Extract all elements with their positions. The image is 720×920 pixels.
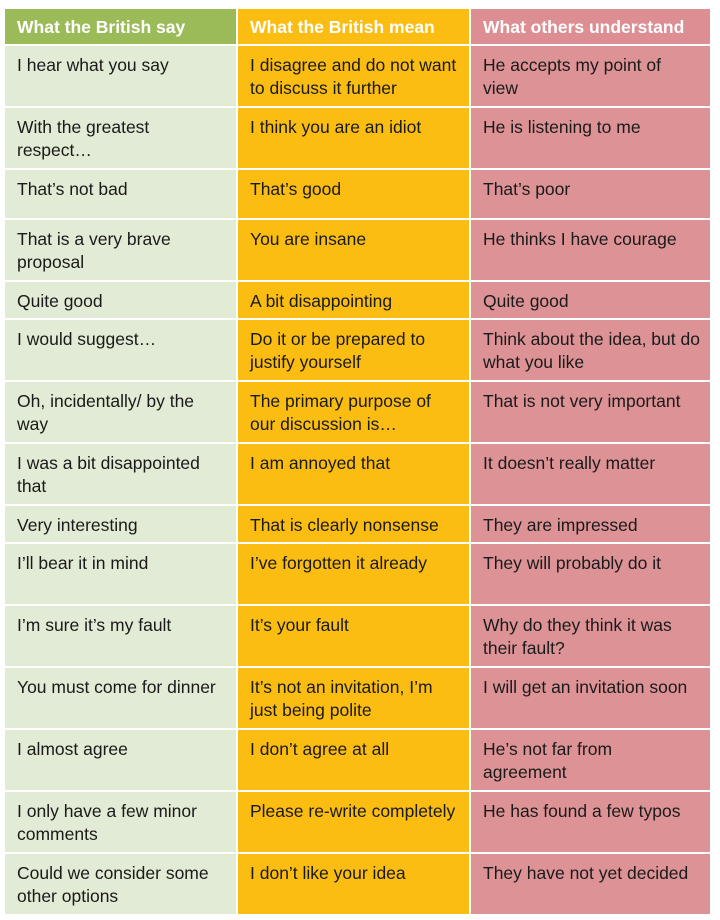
table-cell-british-mean: I don’t like your idea: [238, 854, 471, 916]
table-cell-british-mean: I don’t agree at all: [238, 730, 471, 792]
table-cell-others-understand: He thinks I have courage: [471, 220, 712, 282]
table-cell-british-mean: I’ve forgotten it already: [238, 544, 471, 606]
table-cell-british-say: I only have a few minor comments: [5, 792, 238, 854]
table-cell-british-say: That’s not bad: [5, 170, 238, 220]
header-british-say: What the British say: [5, 9, 238, 46]
table-cell-others-understand: They will probably do it: [471, 544, 712, 606]
table-cell-others-understand: He accepts my point of view: [471, 46, 712, 108]
table-cell-british-say: I would suggest…: [5, 320, 238, 382]
table-cell-others-understand: He is listening to me: [471, 108, 712, 170]
table-cell-british-mean: I am annoyed that: [238, 444, 471, 506]
table-cell-others-understand: He’s not far from agreement: [471, 730, 712, 792]
table-cell-british-say: I was a bit disappointed that: [5, 444, 238, 506]
table-cell-british-mean: Please re-write completely: [238, 792, 471, 854]
table-cell-british-say: Very interesting: [5, 506, 238, 544]
table-cell-others-understand: He has found a few typos: [471, 792, 712, 854]
table-cell-british-mean: Do it or be prepared to justify yourself: [238, 320, 471, 382]
table-cell-british-say: Could we consider some other options: [5, 854, 238, 916]
table-cell-others-understand: That’s poor: [471, 170, 712, 220]
table-cell-british-mean: That is clearly nonsense: [238, 506, 471, 544]
table-cell-others-understand: They have not yet decided: [471, 854, 712, 916]
table-cell-british-mean: You are insane: [238, 220, 471, 282]
table-cell-british-mean: The primary purpose of our discussion is…: [238, 382, 471, 444]
table-cell-british-say: I hear what you say: [5, 46, 238, 108]
table-cell-british-mean: It’s not an invitation, I’m just being p…: [238, 668, 471, 730]
table-cell-british-mean: It’s your fault: [238, 606, 471, 668]
table-cell-british-say: I’m sure it’s my fault: [5, 606, 238, 668]
table-cell-british-mean: That’s good: [238, 170, 471, 220]
table-cell-british-say: With the greatest respect…: [5, 108, 238, 170]
table-cell-british-say: I almost agree: [5, 730, 238, 792]
table-cell-british-say: That is a very brave proposal: [5, 220, 238, 282]
table-cell-others-understand: That is not very important: [471, 382, 712, 444]
phrase-table: What the British say What the British me…: [5, 9, 712, 916]
table-cell-others-understand: Quite good: [471, 282, 712, 320]
header-british-mean: What the British mean: [238, 9, 471, 46]
table-cell-others-understand: It doesn’t really matter: [471, 444, 712, 506]
table-cell-others-understand: They are impressed: [471, 506, 712, 544]
table-cell-british-mean: A bit disappointing: [238, 282, 471, 320]
table-cell-british-say: You must come for dinner: [5, 668, 238, 730]
table-cell-british-mean: I disagree and do not want to discuss it…: [238, 46, 471, 108]
table-cell-others-understand: I will get an invitation soon: [471, 668, 712, 730]
table-cell-others-understand: Think about the idea, but do what you li…: [471, 320, 712, 382]
table-cell-british-say: Oh, incidentally/ by the way: [5, 382, 238, 444]
table-cell-others-understand: Why do they think it was their fault?: [471, 606, 712, 668]
table-cell-british-say: I’ll bear it in mind: [5, 544, 238, 606]
header-others-understand: What others understand: [471, 9, 712, 46]
table-cell-british-mean: I think you are an idiot: [238, 108, 471, 170]
table-cell-british-say: Quite good: [5, 282, 238, 320]
